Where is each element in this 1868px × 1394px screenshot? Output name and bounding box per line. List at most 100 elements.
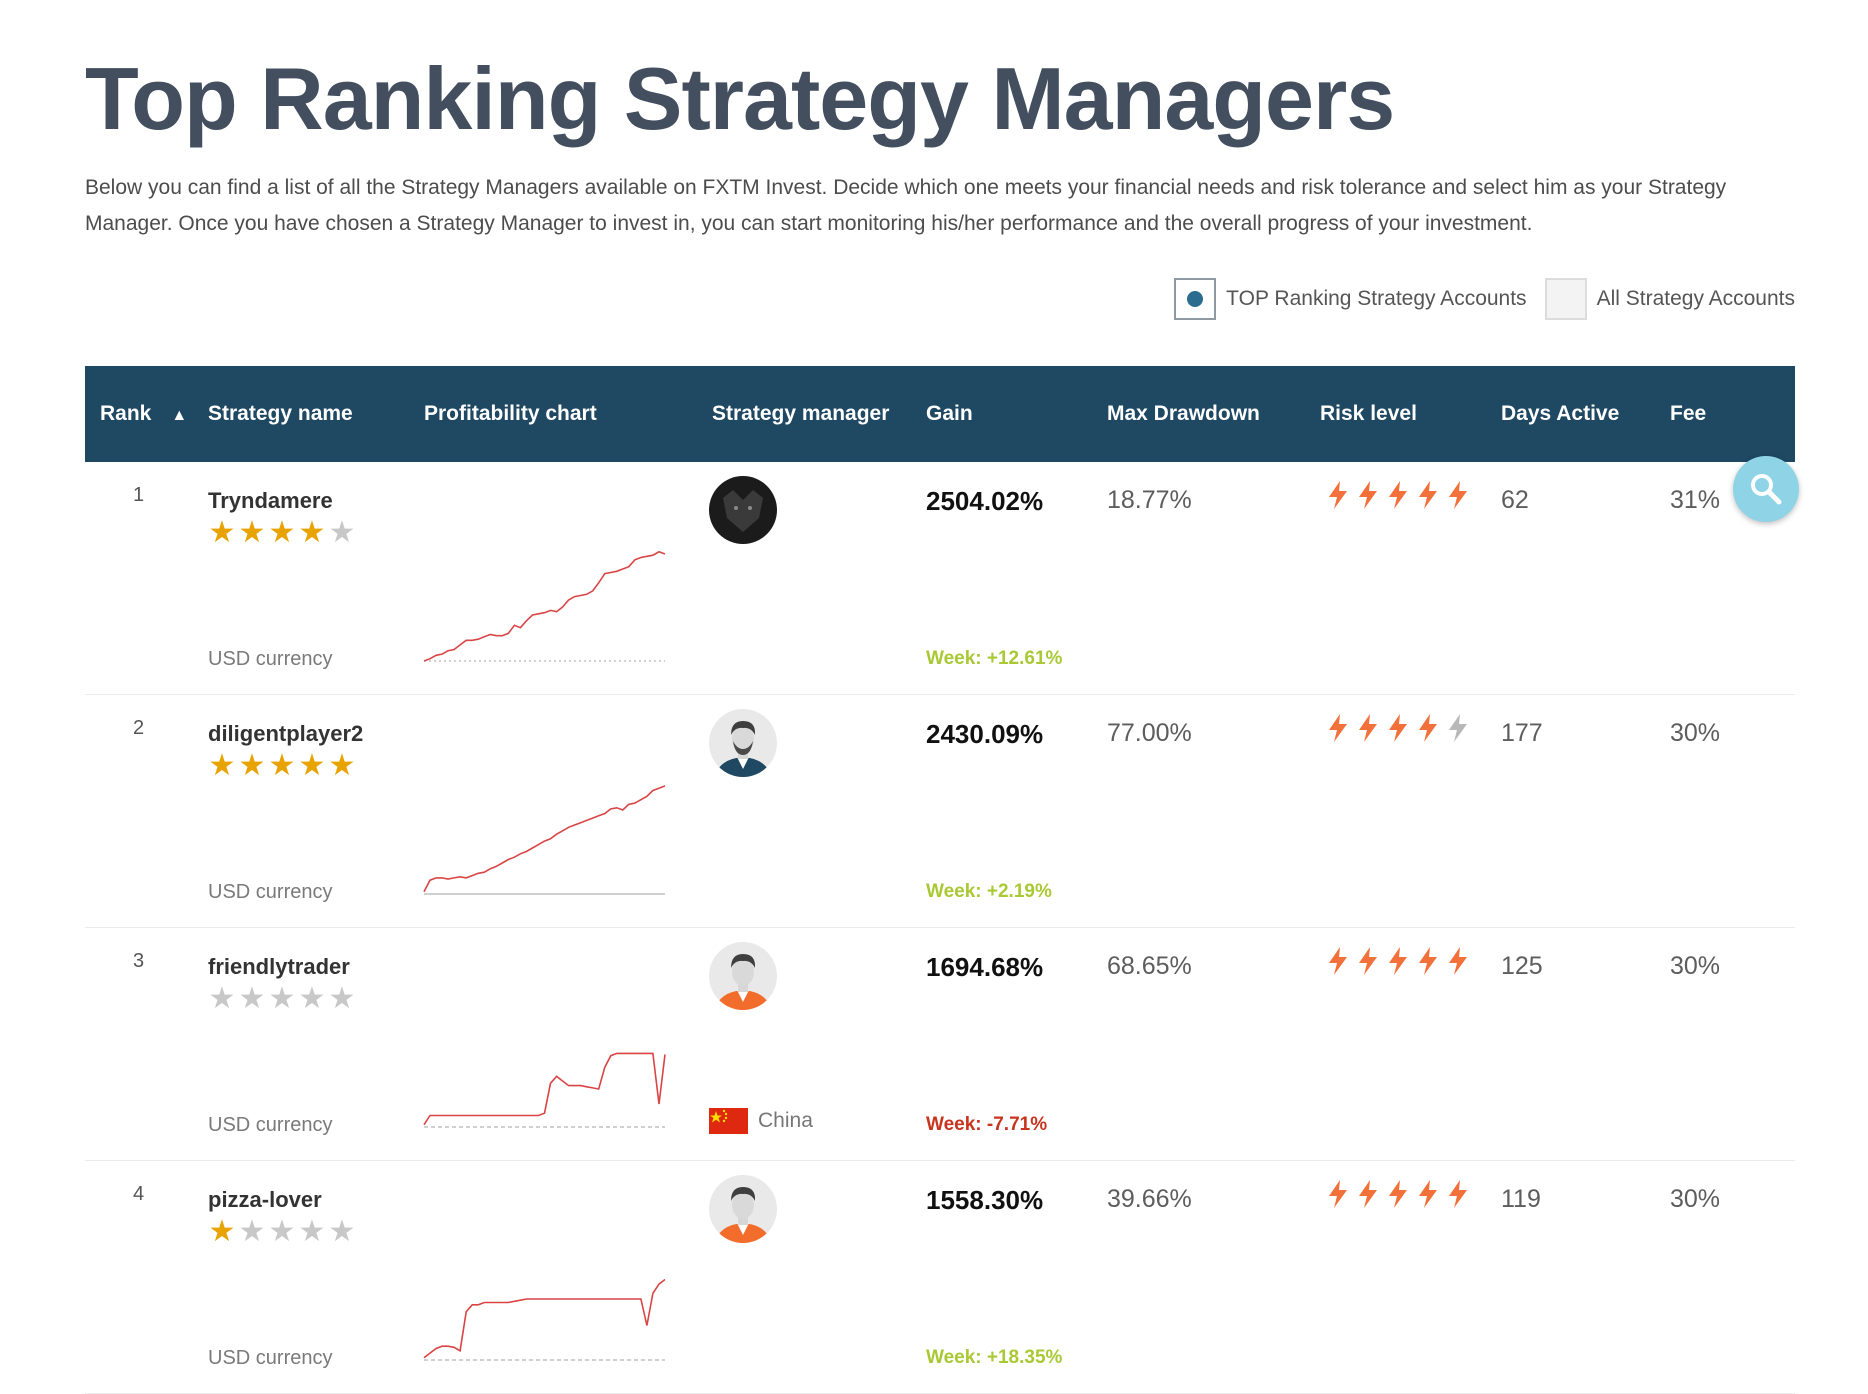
gain-value: 1694.68% — [926, 952, 1044, 982]
star-icon: ★ — [208, 1215, 236, 1248]
country-name: China — [758, 1109, 813, 1132]
star-icon: ★ — [298, 749, 326, 782]
weekly-change: Week: +12.61% — [926, 648, 1063, 669]
filter-top-ranking[interactable]: TOP Ranking Strategy Accounts — [1174, 278, 1527, 320]
lightning-icon — [1449, 481, 1467, 509]
gain-value: 1558.30% — [926, 1185, 1044, 1215]
man-orange-avatar-icon — [709, 942, 777, 1010]
lightning-icon — [1449, 1180, 1467, 1208]
chart-line — [423, 785, 666, 893]
star-rating: ★ ★ ★ ★ ★ — [207, 1217, 357, 1247]
star-icon: ★ — [208, 749, 236, 782]
header-profitability-chart[interactable]: Profitability chart — [424, 402, 597, 425]
filter-all-radio[interactable] — [1544, 278, 1587, 320]
header-gain[interactable]: Gain — [926, 402, 973, 425]
star-icon: ★ — [208, 982, 236, 1015]
chart-line — [423, 1278, 666, 1359]
star-icon: ★ — [238, 516, 266, 549]
avatar[interactable] — [709, 709, 777, 777]
max-drawdown-value: 68.65% — [1107, 952, 1192, 980]
max-drawdown-value: 18.77% — [1107, 486, 1192, 514]
max-drawdown-value: 39.66% — [1107, 1185, 1192, 1213]
manager-country: China — [709, 1108, 813, 1134]
lightning-icon — [1389, 481, 1407, 509]
page-title: Top Ranking Strategy Managers — [85, 49, 1395, 148]
lightning-icon — [1419, 714, 1437, 742]
lightning-icon — [1359, 947, 1377, 975]
star-icon: ★ — [328, 749, 356, 782]
star-rating: ★ ★ ★ ★ ★ — [207, 518, 357, 548]
chart-container — [422, 755, 667, 905]
star-icon: ★ — [238, 1215, 266, 1248]
strategy-name-link[interactable]: pizza-lover — [208, 1187, 322, 1212]
table-row[interactable]: 1 Tryndamere ★ ★ ★ ★ ★ USD currency 2504.02% Week… — [85, 462, 1795, 695]
wolf-photo-icon — [709, 476, 777, 544]
lightning-icon — [1329, 714, 1347, 742]
filter-top-radio[interactable] — [1174, 278, 1217, 320]
sort-up-icon[interactable]: ▲ — [171, 407, 188, 424]
rank-value: 1 — [133, 484, 145, 506]
risk-level — [1323, 946, 1473, 976]
avatar[interactable] — [709, 1175, 777, 1243]
strategy-name-link[interactable]: Tryndamere — [208, 488, 333, 513]
header-strategy-name[interactable]: Strategy name — [208, 402, 353, 425]
currency-label: USD currency — [208, 1114, 333, 1136]
weekly-change: Week: +18.35% — [926, 1347, 1063, 1368]
lightning-icon — [1359, 481, 1377, 509]
search-icon — [1751, 474, 1782, 505]
header-fee[interactable]: Fee — [1670, 402, 1707, 425]
table-header: Rank ▲ Strategy name Profitability chart … — [85, 366, 1795, 462]
profitability-chart — [423, 1278, 666, 1361]
filter-top-label: TOP Ranking Strategy Accounts — [1226, 287, 1527, 310]
avatar[interactable] — [709, 476, 777, 544]
star-icon: ★ — [268, 982, 296, 1015]
filter-all-label: All Strategy Accounts — [1596, 287, 1795, 310]
table-row[interactable]: 4 pizza-lover ★ ★ ★ ★ ★ USD currency 1558.30% Wee… — [85, 1161, 1795, 1394]
chart-line — [423, 1052, 666, 1126]
gain-value: 2430.09% — [926, 719, 1044, 749]
filter-all-accounts[interactable]: All Strategy Accounts — [1544, 278, 1795, 320]
lightning-icon — [1359, 1180, 1377, 1208]
risk-level — [1323, 713, 1473, 743]
header-strategy-manager[interactable]: Strategy manager — [712, 402, 890, 425]
header-rank[interactable]: Rank ▲ — [100, 402, 187, 426]
header-max-drawdown[interactable]: Max Drawdown — [1107, 402, 1260, 425]
header-days-active[interactable]: Days Active — [1501, 402, 1620, 425]
lightning-icon — [1329, 1180, 1347, 1208]
star-icon: ★ — [298, 516, 326, 549]
header-risk-level[interactable]: Risk level — [1320, 402, 1417, 425]
rank-value: 2 — [133, 717, 145, 739]
lightning-icon — [1359, 714, 1377, 742]
lightning-icon — [1419, 481, 1437, 509]
table-row[interactable]: 3 friendlytrader ★ ★ ★ ★ ★ USD currency China 169… — [85, 928, 1795, 1161]
star-icon: ★ — [328, 982, 356, 1015]
star-rating: ★ ★ ★ ★ ★ — [207, 984, 357, 1014]
chart-container — [422, 988, 667, 1138]
lightning-icon — [1419, 1180, 1437, 1208]
man-orange-avatar-icon — [709, 1175, 777, 1243]
weekly-change: Week: +2.19% — [926, 881, 1052, 902]
lightning-icon — [1449, 714, 1467, 742]
fee-value: 30% — [1670, 719, 1721, 747]
star-icon: ★ — [268, 516, 296, 549]
strategy-name-link[interactable]: diligentplayer2 — [208, 721, 364, 746]
table-row[interactable]: 2 diligentplayer2 ★ ★ ★ ★ ★ USD currency 2430.09… — [85, 695, 1795, 928]
chart-container — [422, 1221, 667, 1371]
risk-level — [1323, 1179, 1473, 1209]
rank-value: 3 — [133, 950, 145, 972]
strategy-name-link[interactable]: friendlytrader — [208, 954, 350, 979]
radio-selected-dot — [1187, 291, 1204, 307]
page-intro: Below you can find a list of all the Str… — [85, 176, 1727, 235]
search-button[interactable] — [1733, 456, 1799, 522]
avatar[interactable] — [709, 942, 777, 1010]
star-icon: ★ — [328, 1215, 356, 1248]
lightning-icon — [1389, 714, 1407, 742]
currency-label: USD currency — [208, 648, 333, 670]
lightning-icon — [1329, 481, 1347, 509]
fee-value: 30% — [1670, 952, 1721, 980]
fee-value: 30% — [1670, 1185, 1721, 1213]
days-active-value: 62 — [1501, 486, 1529, 514]
star-icon: ★ — [298, 1215, 326, 1248]
header-rank-label: Rank — [100, 402, 152, 425]
china-flag-icon — [709, 1108, 748, 1134]
